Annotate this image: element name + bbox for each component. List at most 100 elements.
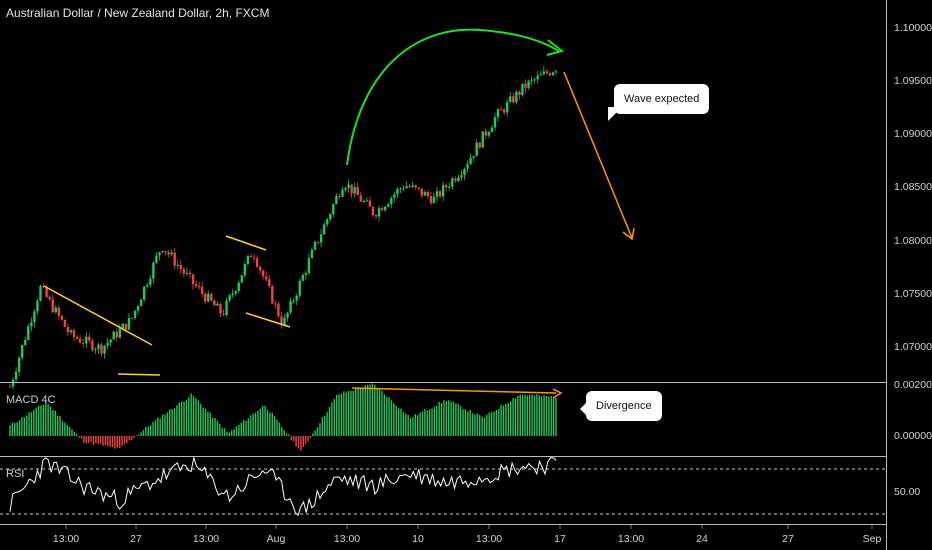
candle	[158, 252, 161, 256]
candle	[167, 252, 170, 255]
candle	[139, 299, 143, 307]
candle	[216, 303, 219, 306]
candle	[536, 75, 539, 80]
candle	[469, 157, 472, 165]
candle	[240, 275, 244, 283]
candle	[210, 293, 213, 301]
candle	[426, 191, 430, 197]
candle	[85, 336, 88, 344]
candle	[255, 258, 259, 267]
candle	[438, 191, 442, 197]
macd-y-tick-label: 0.00200	[894, 379, 932, 391]
candle	[115, 331, 118, 338]
candle	[548, 73, 552, 76]
candle	[524, 83, 527, 88]
trendline-upper-1	[43, 285, 153, 346]
candle	[91, 340, 94, 351]
candle	[292, 300, 295, 302]
candle	[24, 339, 27, 345]
x-tick-label: 10	[412, 533, 424, 545]
candle	[319, 234, 323, 243]
candle	[301, 274, 305, 281]
candle	[249, 255, 253, 258]
y-tick-label: 1.10000	[894, 22, 932, 34]
candle	[179, 264, 183, 270]
candle	[472, 155, 475, 158]
candle	[383, 206, 387, 211]
candle	[21, 344, 24, 358]
candle	[170, 252, 173, 255]
candle	[359, 195, 362, 202]
candle	[69, 330, 73, 333]
x-tick-label: 13:00	[53, 533, 79, 545]
candle	[304, 272, 308, 275]
candle	[17, 357, 21, 372]
x-tick-label: 17	[554, 533, 566, 545]
candle	[191, 274, 195, 285]
candle	[118, 328, 122, 338]
candle	[417, 187, 420, 189]
candle	[377, 208, 381, 217]
candle	[478, 142, 481, 148]
candle	[484, 131, 488, 136]
candle	[411, 185, 414, 188]
candle	[441, 185, 445, 197]
candle	[164, 251, 167, 253]
candle	[66, 327, 70, 333]
candle	[329, 214, 332, 220]
candle	[496, 109, 500, 118]
chart-title: Australian Dollar / New Zealand Dollar, …	[6, 6, 270, 20]
x-tick-label: 13:00	[193, 533, 219, 545]
trendline-lower-2	[245, 312, 291, 328]
candle	[466, 164, 469, 169]
candle	[234, 290, 237, 294]
y-tick-label: 1.07500	[894, 288, 932, 300]
candle	[347, 184, 350, 189]
candle	[429, 196, 433, 204]
candle	[527, 80, 530, 88]
time-axis: 13:00 27 13:00 Aug 13:00 10 13:00 17 13:00 24 27 Se…	[53, 525, 881, 545]
y-tick-label: 1.08500	[894, 181, 932, 193]
macd-divergence-line	[351, 387, 557, 394]
rsi-y-tick-label: 50.00	[894, 486, 920, 498]
candle	[402, 188, 405, 190]
wave-expected-callout: Wave expected	[607, 84, 710, 121]
candle	[100, 344, 103, 354]
candle	[103, 345, 106, 354]
candle	[374, 215, 378, 217]
candle	[136, 306, 140, 311]
x-tick-label: 27	[782, 533, 794, 545]
trendline-lower-1	[117, 373, 161, 376]
candle	[542, 71, 545, 75]
candle	[152, 262, 155, 279]
candle	[448, 186, 451, 188]
projection-arrow-head	[622, 227, 635, 241]
candle	[36, 300, 39, 312]
candle	[75, 337, 79, 339]
candle	[283, 317, 286, 326]
macd-y-tick-label: 0.00000	[894, 430, 932, 442]
y-tick-label: 1.09000	[894, 128, 932, 140]
candle	[48, 297, 51, 300]
candle	[307, 258, 311, 273]
candle	[155, 255, 158, 263]
candle	[463, 168, 466, 176]
candle	[414, 185, 417, 188]
candle	[173, 252, 176, 266]
candle	[396, 189, 399, 195]
candle	[344, 188, 347, 190]
candle	[130, 317, 134, 319]
price-candles	[8, 66, 558, 390]
candle	[237, 282, 240, 291]
macd-divergence-arrow-head	[552, 388, 563, 399]
divergence-callout: Divergence	[580, 391, 662, 421]
y-tick-label: 1.07000	[894, 341, 932, 353]
candle	[545, 71, 549, 74]
candle	[271, 285, 274, 304]
candle	[219, 303, 222, 314]
candle	[222, 313, 225, 315]
candle	[27, 326, 30, 340]
candle	[14, 371, 18, 380]
candle	[213, 300, 216, 306]
candle	[225, 300, 228, 315]
